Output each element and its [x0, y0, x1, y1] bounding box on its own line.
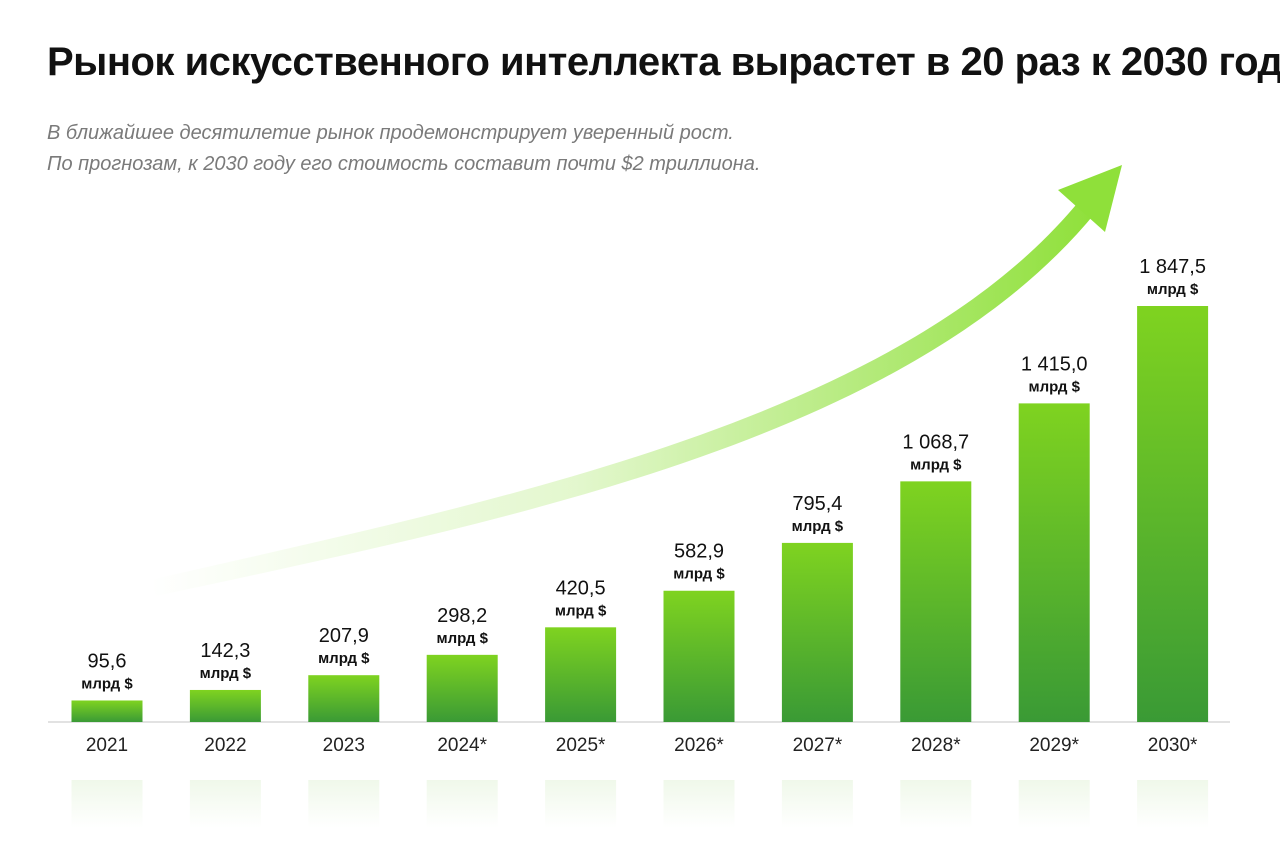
value-label: 795,4: [792, 493, 842, 515]
bar-reflection: [545, 780, 617, 828]
bar-2028*: [900, 481, 972, 722]
category-label: 2022: [204, 735, 246, 756]
bar-reflection: [71, 780, 143, 828]
page-title: Рынок искусственного интеллекта вырастет…: [47, 40, 1280, 84]
value-label: 582,9: [674, 541, 724, 563]
unit-label: млрд $: [1147, 281, 1199, 298]
unit-label: млрд $: [910, 456, 962, 473]
subtitle-line-1: В ближайшее десятилетие рынок продемонст…: [47, 122, 734, 144]
unit-label: млрд $: [200, 665, 252, 682]
bar-reflection: [781, 780, 853, 828]
bar-2026*: [663, 590, 735, 722]
value-label: 420,5: [556, 577, 606, 599]
unit-label: млрд $: [318, 650, 370, 667]
category-label: 2026*: [674, 735, 724, 756]
category-label: 2029*: [1029, 735, 1079, 756]
growth-arrow-icon: [150, 165, 1122, 596]
bar-reflection: [900, 780, 972, 828]
subtitle-line-2: По прогнозам, к 2030 году его стоимость …: [47, 153, 761, 175]
bar-reflection: [189, 780, 261, 828]
value-label: 1 847,5: [1139, 256, 1206, 278]
bar-2023: [308, 675, 380, 722]
category-label: 2030*: [1148, 735, 1198, 756]
unit-label: млрд $: [555, 602, 607, 619]
category-label: 2025*: [556, 735, 606, 756]
bar-2022: [189, 689, 261, 722]
bar-2021: [71, 700, 143, 722]
bar-2029*: [1018, 403, 1090, 722]
bar-reflection: [308, 780, 380, 828]
unit-label: млрд $: [1028, 378, 1080, 395]
category-label: 2027*: [793, 735, 843, 756]
value-label: 207,9: [319, 625, 369, 647]
category-label: 2028*: [911, 735, 961, 756]
bar-2024*: [426, 654, 498, 722]
value-label: 1 415,0: [1021, 353, 1088, 375]
unit-label: млрд $: [436, 630, 488, 647]
category-label: 2024*: [437, 735, 487, 756]
bar-reflection: [1018, 780, 1090, 828]
value-label: 142,3: [200, 640, 250, 662]
category-label: 2021: [86, 735, 128, 756]
value-label: 1 068,7: [902, 431, 969, 453]
bar-reflection: [1137, 780, 1209, 828]
unit-label: млрд $: [792, 518, 844, 535]
bar-2025*: [545, 627, 617, 722]
bar-reflection: [663, 780, 735, 828]
unit-label: млрд $: [673, 566, 725, 583]
bar-2027*: [781, 542, 853, 722]
value-label: 298,2: [437, 605, 487, 627]
unit-label: млрд $: [81, 675, 133, 692]
bar-2030*: [1137, 306, 1209, 722]
value-label: 95,6: [88, 650, 127, 672]
bar-reflection: [426, 780, 498, 828]
page-subtitle: В ближайшее десятилетие рынок продемонст…: [47, 118, 760, 180]
category-label: 2023: [323, 735, 365, 756]
